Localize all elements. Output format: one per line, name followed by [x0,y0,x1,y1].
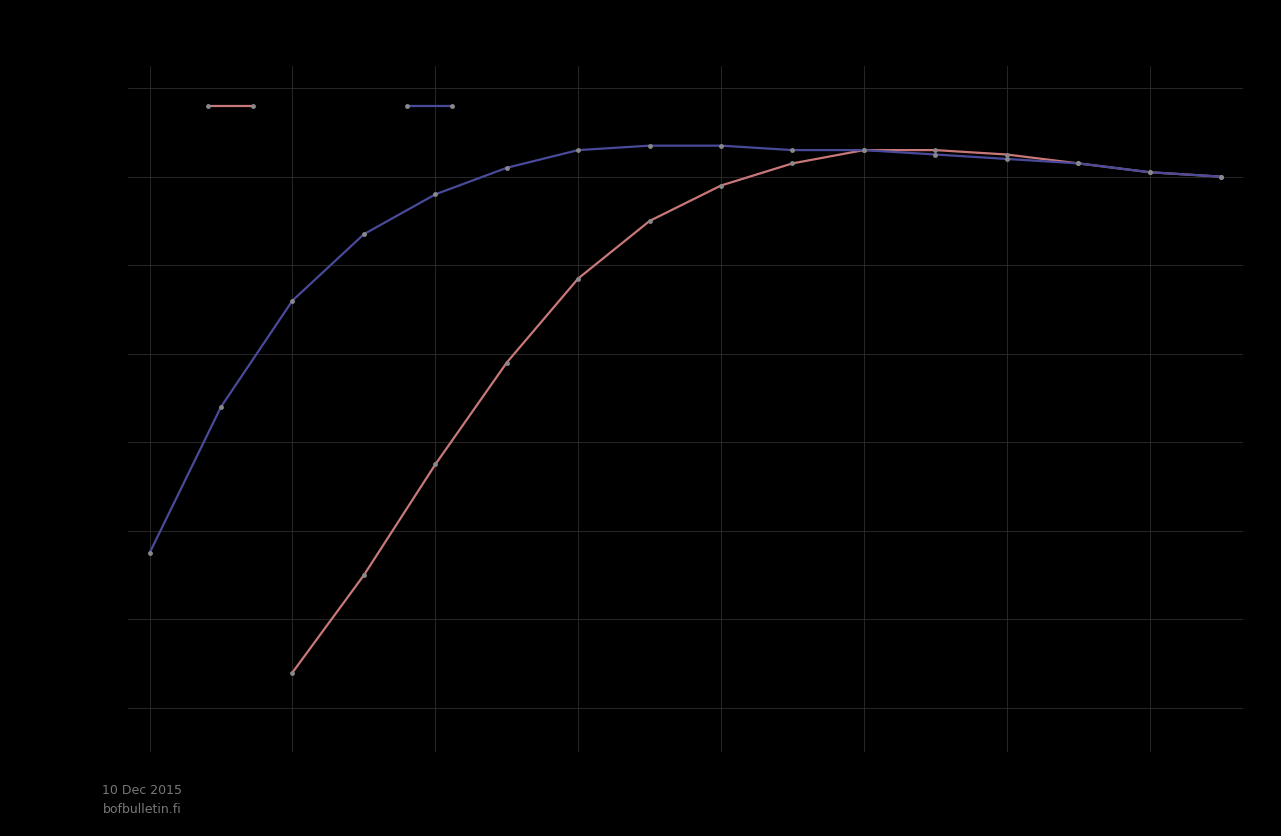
Text: 10 Dec 2015
bofbulletin.fi: 10 Dec 2015 bofbulletin.fi [102,783,182,815]
